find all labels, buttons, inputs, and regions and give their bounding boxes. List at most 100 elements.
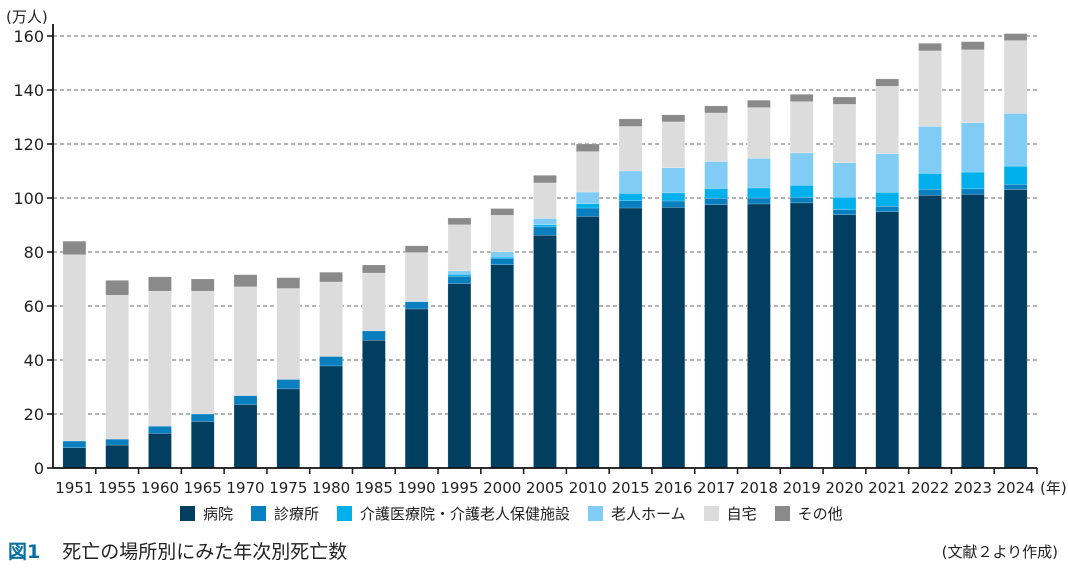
bars — [62, 33, 1028, 469]
bar-segment — [918, 195, 942, 469]
figure-title: 死亡の場所別にみた年次別死亡数 — [62, 541, 348, 563]
legend: 病院 診療所 介護医療院・介護老人保健施設 老人ホーム 自宅 その他 — [180, 501, 861, 525]
bar-segment — [1003, 189, 1028, 469]
legend-label: 介護医療院・介護老人保健施設 — [360, 504, 571, 523]
legend-label: 診療所 — [274, 504, 320, 523]
bar-segment — [618, 207, 643, 469]
x-tick-label: 2020 — [825, 479, 863, 497]
bar-segment — [105, 280, 129, 296]
x-tick-label: 2010 — [569, 479, 607, 497]
bar-segment — [533, 224, 557, 228]
bar-segment — [875, 78, 900, 87]
bar-segment — [661, 114, 686, 123]
bar-segment — [789, 101, 814, 154]
bar-segment — [661, 207, 686, 469]
bar-segment — [233, 395, 258, 405]
bar-segment — [148, 425, 172, 434]
bar-segment — [190, 421, 215, 469]
bar-segment — [704, 204, 728, 469]
bar-segment — [447, 217, 472, 225]
y-axis-unit-label: (万人) — [6, 8, 48, 26]
bar-segment — [704, 112, 728, 162]
bar-segment — [961, 194, 985, 469]
bar-segment — [233, 274, 258, 288]
bar-segment — [961, 122, 985, 173]
x-tick-label: 1980 — [312, 479, 350, 497]
legend-item: 自宅 — [703, 503, 757, 524]
legend-swatch — [251, 505, 267, 521]
x-tick-label: 1990 — [398, 479, 436, 497]
source-note: (文献２より作成) — [941, 543, 1058, 561]
bar-segment — [404, 308, 429, 469]
bar-segment — [832, 214, 857, 469]
bar-segment — [404, 252, 429, 302]
bar-segment — [148, 433, 172, 469]
x-tick-label: 2021 — [868, 479, 906, 497]
legend-item: その他 — [774, 503, 843, 524]
bar-segment — [447, 283, 472, 469]
bar-segment — [618, 118, 643, 127]
bar-segment — [105, 444, 129, 469]
bar-segment — [319, 356, 343, 367]
x-tick-label: 1975 — [269, 479, 307, 497]
bar-segment — [533, 218, 557, 225]
bar-segment — [618, 200, 643, 209]
x-tick-label: 2018 — [740, 479, 778, 497]
bar-segment — [875, 206, 900, 213]
x-tick-label: 2023 — [954, 479, 992, 497]
bar-segment — [404, 245, 429, 253]
bar-segment — [319, 365, 343, 469]
bar-segment — [832, 196, 857, 210]
bar-segment — [961, 188, 985, 195]
bar-segment — [747, 197, 771, 205]
bar-segment — [148, 276, 172, 292]
bar-segment — [747, 187, 771, 199]
bar-segment — [490, 251, 514, 258]
bar-segment — [105, 438, 129, 446]
bar-segment — [618, 193, 643, 201]
bar-segment — [661, 167, 686, 194]
bar-segment — [789, 202, 814, 469]
bar-segment — [704, 198, 728, 206]
bar-segment — [190, 278, 215, 292]
bar-segment — [1003, 113, 1028, 167]
legend-item: 病院 — [180, 503, 233, 524]
bar-segment — [875, 192, 900, 207]
bar-segment — [747, 107, 771, 159]
bar-segment — [62, 447, 87, 469]
x-tick-label: 2005 — [526, 479, 564, 497]
legend-item: 老人ホーム — [588, 503, 686, 524]
bar-segment — [233, 286, 258, 396]
bar-segment — [319, 281, 343, 357]
legend-label: その他 — [797, 504, 843, 523]
bar-segment — [490, 264, 514, 469]
bar-segment — [961, 49, 985, 123]
bar-segment — [576, 143, 600, 152]
x-tick-label: 1970 — [226, 479, 264, 497]
bar-segment — [576, 216, 600, 469]
bar-segment — [62, 440, 87, 448]
bar-segment — [875, 85, 900, 154]
bar-segment — [704, 105, 728, 114]
figure-caption: 図1 死亡の場所別にみた年次別死亡数 — [8, 537, 347, 564]
bar-segment — [490, 258, 514, 265]
bar-segment — [789, 94, 814, 102]
bar-segment — [404, 301, 429, 310]
bar-segment — [918, 50, 942, 127]
x-tick-label: 1960 — [141, 479, 179, 497]
legend-label: 自宅 — [726, 504, 757, 523]
bar-segment — [1003, 40, 1028, 114]
bar-segment — [961, 171, 985, 190]
x-tick-label: 1965 — [184, 479, 222, 497]
bar-segment — [918, 189, 942, 196]
legend-swatch — [337, 505, 353, 521]
bar-segment — [490, 208, 514, 216]
bar-segment — [661, 121, 686, 169]
legend-item: 診療所 — [251, 503, 319, 524]
y-tick-label: 20 — [24, 405, 44, 424]
x-tick-label: 2024 — [997, 479, 1035, 497]
bar-segment — [661, 200, 686, 208]
bar-segment — [789, 197, 814, 204]
y-tick-label: 120 — [13, 135, 44, 154]
